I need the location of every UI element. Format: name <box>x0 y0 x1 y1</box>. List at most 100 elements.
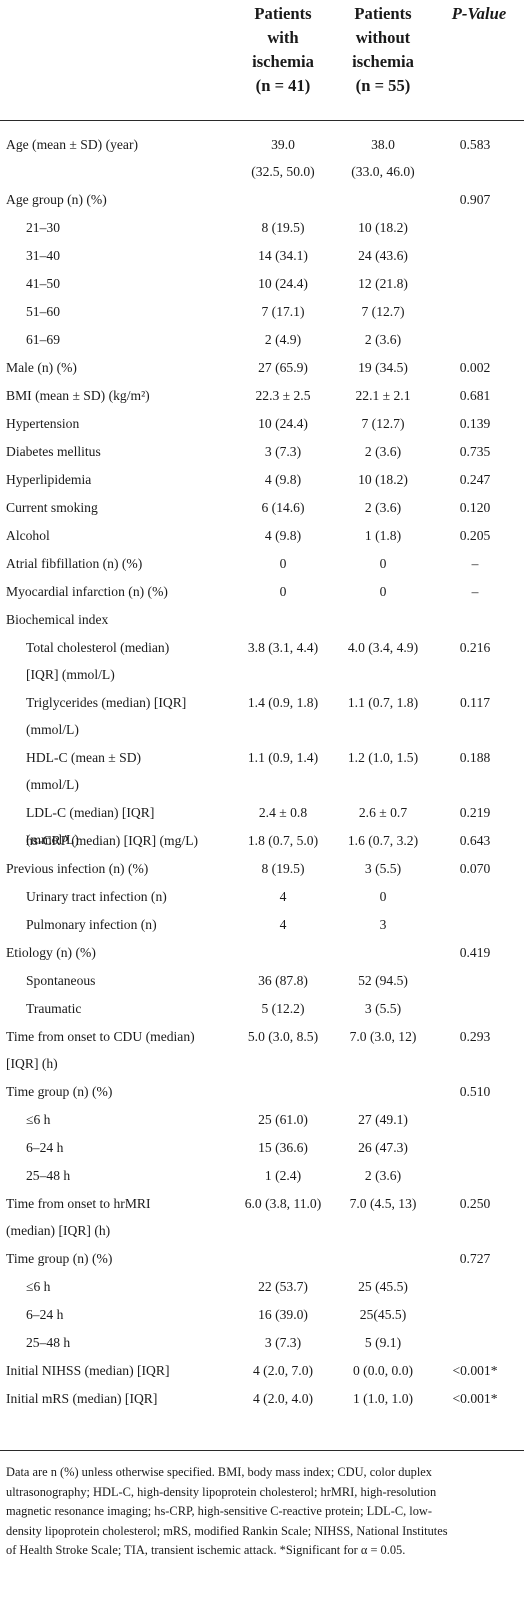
p-value: 0.735 <box>459 444 491 459</box>
col2-header-line: (n = 55) <box>355 76 411 95</box>
col2-header-line: ischemia <box>352 52 414 71</box>
no-ischemia-value: 7 (12.7) <box>361 304 405 319</box>
no-ischemia-value: 3 (5.5) <box>364 861 402 876</box>
row-label-cont: (median) [IQR] (h) <box>6 1223 111 1238</box>
no-ischemia-value: 12 (21.8) <box>358 276 408 291</box>
row-label: Time group (n) (%) <box>6 1084 113 1099</box>
no-ischemia-value: 1.6 (0.7, 3.2) <box>347 833 419 848</box>
footnote-line: ultrasonography; HDL-C, high-density lip… <box>6 1484 437 1499</box>
pvalue-header-text: P-Value <box>451 4 507 23</box>
row-label: Atrial fibfillation (n) (%) <box>6 556 143 571</box>
p-value: 0.247 <box>459 472 491 487</box>
row-label: BMI (mean ± SD) (kg/m²) <box>6 388 150 403</box>
row-label: Time from onset to CDU (median) <box>6 1029 195 1044</box>
row-label-cont: (mmol/L) <box>26 832 79 847</box>
p-value: 0.643 <box>459 833 491 848</box>
row-label: 6–24 h <box>26 1140 64 1155</box>
table-footnote: Data are n (%) unless otherwise specifie… <box>6 1463 518 1561</box>
ischemia-value: 22.3 ± 2.5 <box>255 388 311 403</box>
ischemia-value: 4 (9.8) <box>264 472 302 487</box>
ischemia-value: 8 (19.5) <box>261 861 305 876</box>
ischemia-value: 8 (19.5) <box>261 220 305 235</box>
ischemia-value: 6 (14.6) <box>261 500 305 515</box>
row-label: Previous infection (n) (%) <box>6 861 149 876</box>
p-value: <0.001* <box>452 1391 498 1406</box>
no-ischemia-value: 10 (18.2) <box>358 220 408 235</box>
no-ischemia-value: 2 (3.6) <box>364 332 402 347</box>
p-value: 0.727 <box>459 1251 491 1266</box>
row-label-cont: [IQR] (mmol/L) <box>26 667 115 682</box>
no-ischemia-value: 38.0 <box>371 137 395 152</box>
no-ischemia-value: 0 <box>379 584 387 599</box>
no-ischemia-value: 2 (3.6) <box>364 444 402 459</box>
p-value: 0.293 <box>459 1029 491 1044</box>
ischemia-value: 1.8 (0.7, 5.0) <box>247 833 319 848</box>
row-label: Initial NIHSS (median) [IQR] <box>6 1363 170 1378</box>
row-label: Pulmonary infection (n) <box>26 917 157 932</box>
row-label: 25–48 h <box>26 1168 71 1183</box>
no-ischemia-value: 25 (45.5) <box>358 1279 408 1294</box>
row-label: 25–48 h <box>26 1335 71 1350</box>
ischemia-value: 25 (61.0) <box>258 1112 308 1127</box>
ischemia-value: 27 (65.9) <box>258 360 308 375</box>
ischemia-value: 0 <box>279 584 287 599</box>
ischemia-value: 39.0 <box>271 137 295 152</box>
p-value: 0.117 <box>459 695 491 710</box>
no-ischemia-value: 1 (1.8) <box>364 528 402 543</box>
p-value: 0.681 <box>459 388 491 403</box>
p-value: 0.510 <box>459 1084 491 1099</box>
p-value: – <box>471 556 479 571</box>
p-value: 0.002 <box>459 360 491 375</box>
row-label: Male (n) (%) <box>6 360 77 375</box>
ischemia-value: 22 (53.7) <box>258 1279 308 1294</box>
no-ischemia-value: 2.6 ± 0.7 <box>358 805 408 820</box>
ischemia-value-cont: (32.5, 50.0) <box>251 164 315 179</box>
ischemia-value: 4 <box>279 917 287 932</box>
no-ischemia-value: 4.0 (3.4, 4.9) <box>347 640 419 655</box>
col2-header-line: without <box>355 28 411 47</box>
p-value: 0.907 <box>459 192 491 207</box>
p-value: 0.205 <box>459 528 491 543</box>
ischemia-value: 1.1 (0.9, 1.4) <box>247 750 319 765</box>
ischemia-value: 1.4 (0.9, 1.8) <box>247 695 319 710</box>
no-ischemia-value-cont: (33.0, 46.0) <box>351 164 415 179</box>
ischemia-value: 3 (7.3) <box>264 444 302 459</box>
row-label: Alcohol <box>6 528 50 543</box>
p-value: – <box>471 584 479 599</box>
no-ischemia-value: 2 (3.6) <box>364 500 402 515</box>
p-value: <0.001* <box>452 1363 498 1378</box>
row-label: Hyperlipidemia <box>6 472 92 487</box>
row-label-cont: [IQR] (h) <box>6 1056 58 1071</box>
ischemia-value: 2.4 ± 0.8 <box>258 805 308 820</box>
no-ischemia-value: 7 (12.7) <box>361 416 405 431</box>
row-label: ≤6 h <box>26 1279 51 1294</box>
row-label: Hypertension <box>6 416 80 431</box>
p-value: 0.139 <box>459 416 491 431</box>
pvalue-header: P-Value <box>440 2 518 26</box>
ischemia-value: 0 <box>279 556 287 571</box>
p-value: 0.216 <box>459 640 491 655</box>
ischemia-value: 1 (2.4) <box>264 1168 302 1183</box>
no-ischemia-value: 2 (3.6) <box>364 1168 402 1183</box>
ischemia-value: 4 (2.0, 4.0) <box>252 1391 314 1406</box>
ischemia-value: 6.0 (3.8, 11.0) <box>244 1196 322 1211</box>
footnote-line: magnetic resonance imaging; hs-CRP, high… <box>6 1504 432 1518</box>
row-label: 6–24 h <box>26 1307 64 1322</box>
col1-header-line: (n = 41) <box>255 76 311 95</box>
p-value: 0.070 <box>459 861 491 876</box>
row-label: Time group (n) (%) <box>6 1251 113 1266</box>
no-ischemia-value: 0 (0.0, 0.0) <box>352 1363 414 1378</box>
row-label: hs-CRP (median) [IQR] (mg/L) <box>26 833 199 848</box>
row-label: Triglycerides (median) [IQR] <box>26 695 187 710</box>
ischemia-value: 7 (17.1) <box>261 304 305 319</box>
no-ischemia-value: 3 (5.5) <box>364 1001 402 1016</box>
row-label: Traumatic <box>26 1001 82 1016</box>
no-ischemia-value: 0 <box>379 556 387 571</box>
row-label: Age group (n) (%) <box>6 192 107 207</box>
ischemia-value: 4 (2.0, 7.0) <box>252 1363 314 1378</box>
no-ischemia-value: 1 (1.0, 1.0) <box>352 1391 414 1406</box>
ischemia-value: 4 <box>279 889 287 904</box>
no-ischemia-value: 25(45.5) <box>359 1307 407 1322</box>
col2-header: Patients without ischemia (n = 55) <box>328 2 438 98</box>
no-ischemia-value: 1.2 (1.0, 1.5) <box>347 750 419 765</box>
